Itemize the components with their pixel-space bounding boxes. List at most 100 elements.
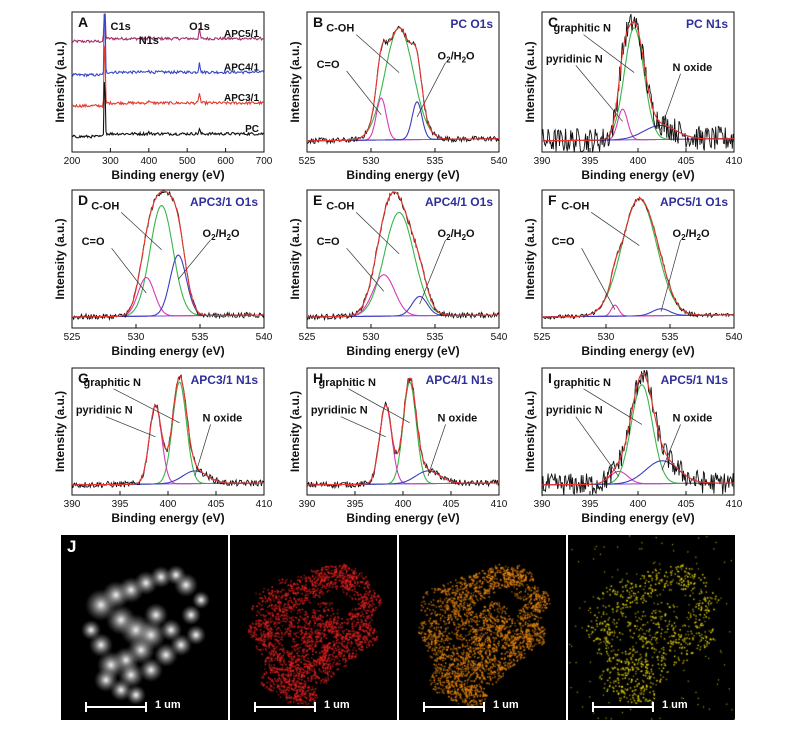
x-tick-label: 405 — [443, 499, 460, 510]
leader-line — [575, 416, 620, 477]
x-tick-label: 540 — [491, 156, 508, 167]
leader-line — [355, 212, 400, 255]
fit-envelope — [307, 27, 499, 142]
raw-spectrum — [306, 25, 500, 145]
leader-line — [591, 212, 640, 246]
panel-g: 390 395 400 405 410 Binding energy (eV) Intens… — [53, 367, 273, 525]
fit-component — [542, 27, 734, 142]
peak-annotation: N oxide — [673, 412, 713, 424]
fit-component — [72, 254, 264, 318]
peak-annotation: graphitic N — [554, 23, 612, 35]
y-axis-label: Intensity (a.u.) — [523, 391, 537, 472]
panel-f: 525 530 535 540 Binding energy (eV) Intensity… — [523, 189, 743, 358]
x-tick-label: 525 — [299, 156, 316, 167]
y-axis-label: Intensity (a.u.) — [53, 391, 67, 472]
panel-label: F — [548, 192, 557, 208]
fit-component — [72, 381, 264, 486]
panel-title: PC N1s — [686, 17, 728, 31]
x-tick-label: 410 — [256, 499, 273, 510]
x-tick-label: 535 — [427, 332, 444, 343]
survey-line — [71, 13, 265, 78]
x-axis-label: Binding energy (eV) — [581, 168, 694, 182]
leader-line — [113, 388, 180, 424]
x-tick-label: 400 — [630, 499, 647, 510]
y-axis-label: Intensity (a.u.) — [53, 218, 67, 299]
panel-label: B — [313, 14, 323, 30]
x-tick-label: 410 — [726, 156, 743, 167]
scale-label: 1 um — [662, 699, 688, 711]
leader-line — [416, 62, 446, 118]
x-tick-label: 395 — [582, 156, 599, 167]
x-tick-label: 395 — [112, 499, 129, 510]
peak-annotation: N oxide — [203, 412, 243, 424]
fit-envelope — [72, 375, 264, 486]
series-label: APC5/1 — [224, 29, 259, 40]
raw-spectrum — [541, 13, 735, 153]
x-tick-label: 500 — [179, 156, 196, 167]
panel-label: G — [78, 370, 89, 386]
fit-component — [307, 381, 499, 486]
plot-frame — [541, 189, 735, 329]
peak-annotation: C-OH — [326, 200, 354, 212]
leader-line — [583, 388, 643, 425]
x-tick-label: 410 — [491, 499, 508, 510]
edx-map-oxygen: 1 um — [399, 535, 566, 720]
peak-annotation: pyridinic N — [76, 405, 133, 417]
x-tick-label: 400 — [630, 156, 647, 167]
raw-spectrum — [541, 369, 735, 497]
x-axis-label: Binding energy (eV) — [111, 511, 224, 525]
x-tick-label: 395 — [347, 499, 364, 510]
fit-component — [307, 27, 499, 142]
x-tick-label: 400 — [140, 156, 157, 167]
raw-spectrum — [306, 377, 500, 490]
leader-line — [346, 247, 385, 292]
peak-annotation: O2/H2O — [438, 228, 475, 242]
leader-line — [348, 388, 410, 424]
series-label: APC4/1 — [224, 62, 259, 73]
leader-line — [419, 239, 446, 305]
series-label: APC3/1 — [224, 93, 259, 104]
panel-h: 390 395 400 405 410 Binding energy (eV) Intens… — [288, 367, 508, 525]
fit-envelope — [542, 21, 734, 142]
x-tick-label: 410 — [726, 499, 743, 510]
panel-label: E — [313, 192, 322, 208]
peak-annotation: pyridinic N — [546, 53, 603, 65]
plot-frame — [306, 189, 500, 329]
peak-annotation: graphitic N — [319, 377, 377, 389]
plot-frame — [71, 11, 265, 153]
x-tick-label: 390 — [534, 156, 551, 167]
fit-envelope — [307, 377, 499, 486]
panel-c: 390 395 400 405 410 Binding energy (eV) Intens… — [523, 11, 743, 182]
peak-annotation: pyridinic N — [311, 405, 368, 417]
y-axis-label: Intensity (a.u.) — [523, 218, 537, 299]
peak-label: C1s — [111, 21, 131, 33]
leader-line — [575, 65, 623, 122]
y-axis-label: Intensity (a.u.) — [288, 391, 302, 472]
panel-a: 200 300 400 500 600 700 Binding energy (eV) Int… — [53, 11, 273, 182]
x-tick-label: 405 — [208, 499, 225, 510]
x-tick-label: 525 — [64, 332, 81, 343]
panel-label: C — [548, 14, 558, 30]
x-tick-label: 600 — [217, 156, 234, 167]
scale-label: 1 um — [493, 699, 519, 711]
leader-line — [659, 73, 681, 132]
fit-envelope — [542, 372, 734, 486]
peak-annotation: C=O — [317, 236, 340, 248]
x-tick-label: 535 — [427, 156, 444, 167]
x-tick-label: 200 — [64, 156, 81, 167]
x-tick-label: 525 — [299, 332, 316, 343]
panel-title: APC5/1 N1s — [661, 373, 729, 387]
x-axis-label: Binding energy (eV) — [346, 168, 459, 182]
panel-b: 525 530 535 540 Binding energy (eV) Intensity… — [288, 11, 508, 182]
fit-component — [307, 97, 499, 142]
x-tick-label: 530 — [128, 332, 145, 343]
panel-title: APC5/1 O1s — [660, 195, 728, 209]
leader-line — [427, 424, 446, 477]
x-tick-label: 300 — [102, 156, 119, 167]
y-axis-label: Intensity (a.u.) — [288, 41, 302, 122]
raw-spectrum — [306, 191, 500, 322]
peak-annotation: C-OH — [561, 200, 589, 212]
panel-label-j: J — [67, 537, 77, 556]
peak-annotation: O2/H2O — [203, 228, 240, 242]
edx-map-haadf: J 1 um — [61, 535, 228, 720]
